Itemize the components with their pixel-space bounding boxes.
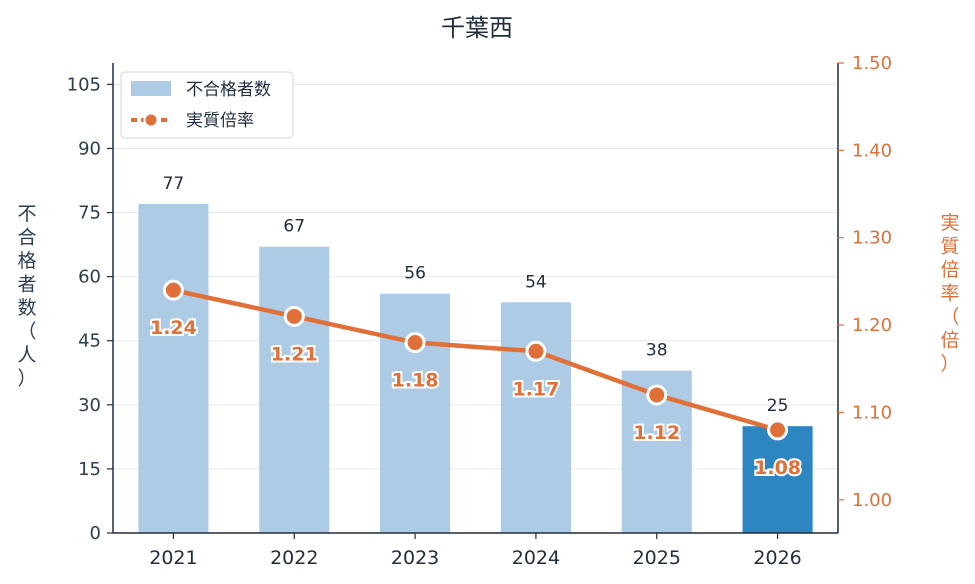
right-axis-title-char: 実: [940, 212, 959, 234]
left-axis-title: 不合格者数（人）: [17, 203, 36, 390]
bar-value-label: 54: [525, 272, 547, 292]
left-axis-title-char: 不: [17, 203, 36, 225]
bar-series: [138, 204, 813, 533]
bar-2026: [742, 426, 813, 533]
left-axis-title-char: 者: [17, 274, 36, 296]
left-tick-label: 60: [78, 267, 101, 288]
rate-value-label: 1.08: [754, 457, 801, 479]
grid-lines: [113, 83, 838, 470]
bar-value-label: 67: [283, 217, 305, 237]
right-axis-title-char: ）: [940, 353, 959, 375]
chart-title: 千葉西: [441, 14, 513, 42]
left-axis-title-char: 合: [17, 227, 36, 249]
right-tick-label: 1.10: [852, 402, 892, 423]
bar-value-label: 77: [163, 174, 185, 194]
bar-value-label: 56: [404, 264, 426, 284]
rate-point-2022: [283, 305, 305, 327]
left-tick-label: 15: [78, 459, 101, 480]
right-axis-title: 実質倍率（倍）: [940, 212, 959, 375]
left-axis-title-char: 数: [17, 297, 36, 319]
rate-value-label: 1.12: [633, 422, 680, 444]
rate-line-series: 1.24 1.21 1.18 1.17 1.12 1.08: [148, 279, 803, 481]
left-tick-labels: 0 15 30 45 60 75 90 105: [67, 74, 113, 544]
rate-value-label: 1.17: [512, 378, 559, 400]
x-tick-labels: 2021 2022 2023 2024 2025 2026: [149, 533, 802, 569]
left-tick-label: 105: [67, 74, 101, 95]
legend-bar-label: 不合格者数: [186, 80, 271, 100]
rate-value-label: 1.18: [392, 370, 439, 392]
left-tick-label: 0: [90, 523, 101, 544]
x-tick-label: 2026: [753, 547, 801, 569]
rate-line: [172, 287, 779, 433]
left-tick-label: 75: [78, 203, 101, 224]
bar-2024: [500, 302, 571, 533]
right-axis-title-char: （: [940, 306, 959, 328]
rate-point-2026: [767, 419, 789, 441]
rate-point-2025: [646, 384, 668, 406]
rate-value-label: 1.21: [271, 343, 318, 365]
bar-value-label: 38: [646, 341, 668, 361]
legend-line-marker: [143, 112, 159, 128]
right-tick-label: 1.50: [852, 53, 892, 74]
right-axis-title-char: 率: [940, 283, 959, 305]
left-tick-label: 45: [78, 331, 101, 352]
right-axis-title-char: 倍: [940, 259, 959, 281]
rate-point-2021: [162, 279, 184, 301]
legend-line-label: 実質倍率: [186, 111, 254, 131]
right-tick-label: 1.40: [852, 140, 892, 161]
x-tick-label: 2024: [512, 547, 560, 569]
left-tick-label: 90: [78, 138, 101, 159]
left-axis-title-char: 格: [17, 250, 36, 272]
left-tick-label: 30: [78, 395, 101, 416]
left-axis-title-char: （: [17, 321, 36, 343]
bar-value-label: 25: [767, 396, 789, 416]
bar-2022: [259, 246, 330, 533]
right-tick-label: 1.30: [852, 228, 892, 249]
right-axis-title-char: 質: [940, 236, 959, 258]
x-tick-label: 2021: [149, 547, 197, 569]
rate-point-2024: [525, 340, 547, 362]
bar-value-labels: 77 67 56 54 38 25: [163, 174, 789, 416]
x-tick-label: 2023: [391, 547, 439, 569]
x-tick-label: 2025: [633, 547, 681, 569]
right-axis-title-char: 倍: [940, 330, 959, 352]
right-tick-label: 1.20: [852, 315, 892, 336]
axes: [112, 63, 839, 534]
rate-value-label: 1.24: [150, 317, 197, 339]
left-axis-title-char: 人: [17, 344, 36, 366]
right-tick-labels: 1.00 1.10 1.20 1.30 1.40 1.50: [838, 53, 892, 511]
legend-bar-swatch: [131, 81, 171, 96]
rate-point-2023: [404, 332, 426, 354]
bar-2023: [380, 293, 451, 533]
right-tick-label: 1.00: [852, 490, 892, 511]
bar-2021: [138, 204, 209, 533]
x-tick-label: 2022: [270, 547, 318, 569]
left-axis-title-char: ）: [17, 368, 36, 390]
